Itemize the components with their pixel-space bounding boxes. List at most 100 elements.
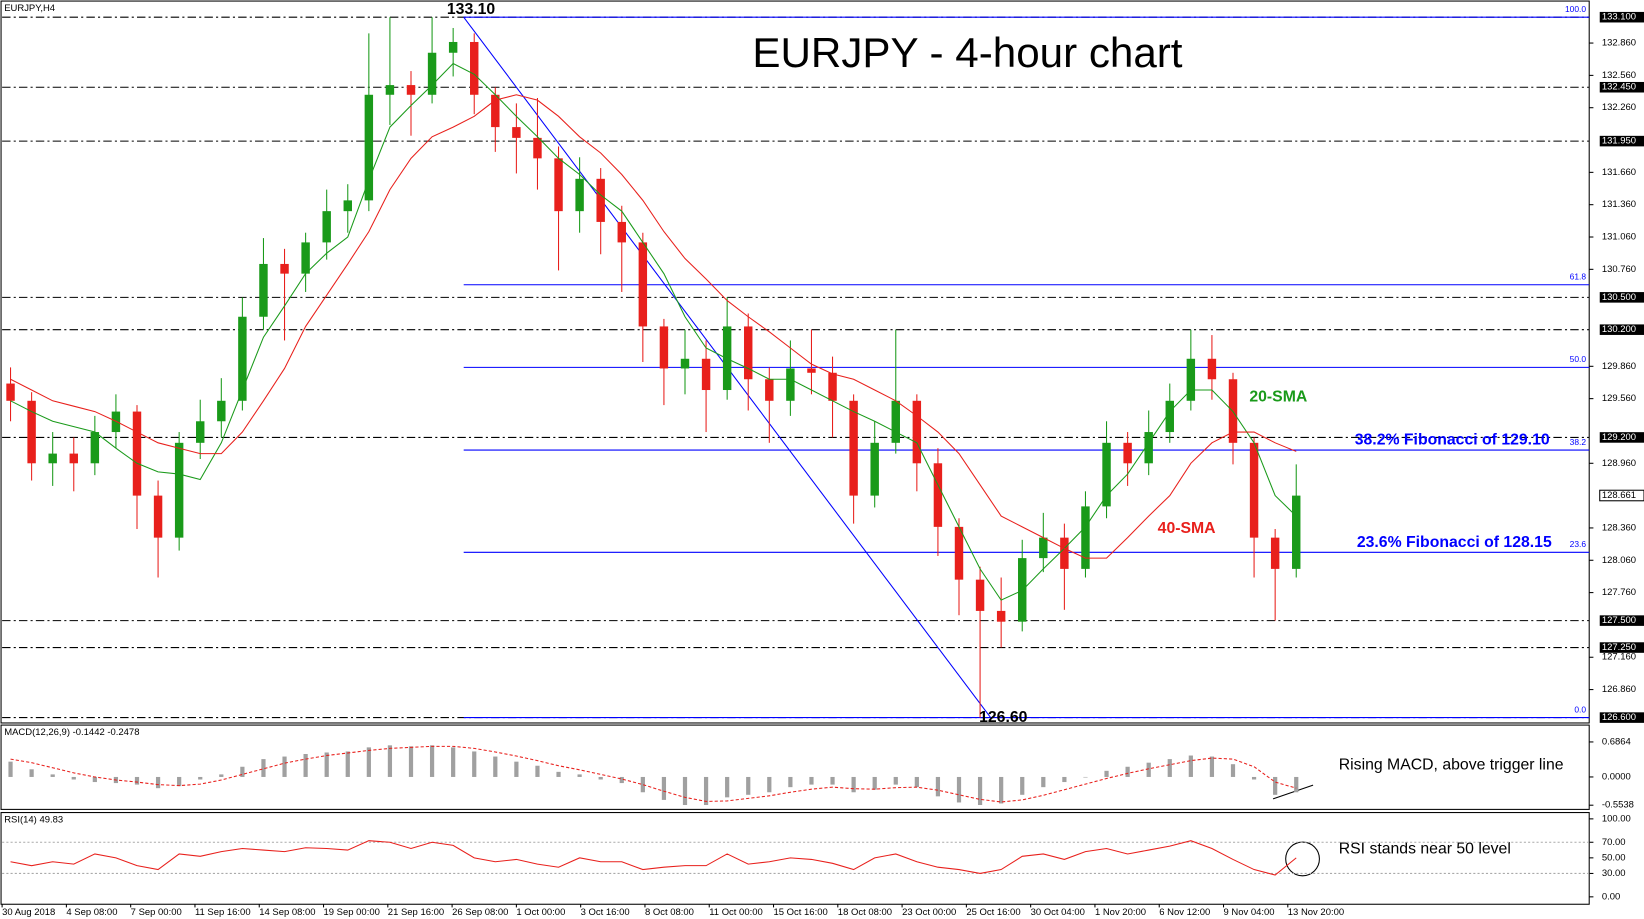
x-tick-label: 1 Oct 00:00 [516, 907, 565, 918]
level-box [1599, 324, 1644, 335]
candle-body [533, 137, 542, 159]
macd-bar [261, 759, 266, 777]
y-tick-label: 100.00 [1602, 813, 1631, 824]
level-label: 131.950 [1602, 136, 1636, 147]
candle-body [343, 200, 352, 212]
level-label: 129.200 [1602, 432, 1636, 443]
macd-bar [619, 776, 624, 784]
candle-body [174, 442, 184, 538]
signal-line [10, 745, 1297, 803]
macd-bar [935, 776, 941, 797]
fibonacci-label: 38.2 [1570, 437, 1587, 447]
macd-bar [1062, 776, 1067, 783]
candle-body [1102, 442, 1111, 507]
macd-bar [1041, 776, 1046, 788]
macd-bar [682, 776, 688, 806]
level-box [1599, 135, 1644, 147]
x-tick-label: 25 Oct 16:00 [966, 907, 1020, 918]
y-tick-label: 129.560 [1602, 393, 1636, 404]
x-tick-label: 21 Sep 16:00 [388, 907, 444, 918]
macd-bar [514, 761, 519, 777]
macd-bar [50, 774, 55, 777]
y-tick-label: 131.360 [1602, 199, 1636, 210]
macd-trend-line [1272, 784, 1314, 800]
macd-bar [1251, 776, 1257, 780]
x-tick-label: 4 Sep 08:00 [66, 907, 117, 918]
macd-annotation: Rising MACD, above trigger line [1339, 756, 1564, 773]
x-tick-label: 11 Sep 16:00 [195, 907, 251, 918]
candle-body [638, 242, 648, 327]
macd-bar [1083, 776, 1088, 778]
candle-body [27, 400, 36, 464]
macd-bar [219, 774, 224, 777]
candle-body [617, 221, 626, 243]
fibonacci-label: 23.6 [1570, 539, 1587, 549]
y-tick-label: 50.00 [1602, 852, 1626, 863]
level-label: 130.200 [1602, 324, 1636, 335]
swing-high-label: 133.10 [447, 1, 496, 18]
macd-bar [1230, 764, 1236, 777]
y-tick-label: -0.5538 [1602, 800, 1634, 811]
fibonacci-annotation: 23.6% Fibonacci of 128.15 [1357, 534, 1552, 551]
last-price-box [1599, 489, 1644, 502]
macd-bar [29, 769, 34, 777]
y-tick-label: 131.660 [1602, 167, 1636, 178]
x-tick-label: 14 Sep 08:00 [259, 907, 315, 918]
y-tick-label: 131.060 [1602, 232, 1636, 243]
candle-body [153, 495, 163, 538]
series-label: 20-SMA [1249, 388, 1307, 405]
rsi-annotation: RSI stands near 50 level [1339, 841, 1511, 858]
y-tick-label: 127.760 [1602, 587, 1636, 598]
macd-bar [92, 776, 97, 783]
x-tick-label: 26 Sep 08:00 [452, 907, 508, 918]
macd-bar [535, 765, 540, 777]
x-tick-label: 18 Oct 08:00 [838, 907, 892, 918]
macd-bar [8, 761, 13, 777]
x-tick-label: 15 Oct 16:00 [774, 907, 828, 918]
y-tick-label: 127.160 [1602, 652, 1636, 663]
macd-bar [999, 776, 1004, 804]
sma-line [10, 94, 1297, 559]
macd-bar [1020, 776, 1025, 795]
candle-body [259, 263, 268, 317]
candle-body [701, 358, 711, 391]
candle-body [1207, 358, 1217, 380]
macd-bar [577, 774, 582, 777]
x-tick-label: 7 Sep 00:00 [131, 907, 182, 918]
price-panel [0, 0, 1590, 724]
candle-body [1270, 537, 1280, 569]
macd-bar [1167, 759, 1172, 777]
macd-bar [1209, 756, 1215, 777]
rsi-label: RSI(14) 49.83 [4, 814, 63, 825]
y-tick-label: 132.260 [1602, 102, 1636, 113]
macd-bar [155, 776, 161, 789]
macd-bar [1146, 762, 1151, 777]
candle-body [280, 263, 289, 274]
symbol-label: EURJPY,H4 [4, 3, 55, 14]
macd-bar [472, 751, 477, 777]
candle-body [1186, 358, 1196, 401]
candle-body [744, 326, 753, 380]
candle-body [807, 368, 816, 373]
rsi-panel [0, 812, 1590, 905]
candle-body [933, 463, 943, 527]
fibonacci-annotation: 38.2% Fibonacci of 129.10 [1355, 432, 1550, 449]
candle-body [448, 41, 458, 53]
candle-body [364, 94, 374, 201]
macd-bar [598, 776, 603, 780]
macd-bar [177, 776, 182, 787]
macd-bar [956, 776, 962, 803]
level-box [1599, 615, 1644, 626]
level-label: 127.500 [1602, 615, 1636, 626]
x-tick-label: 19 Sep 00:00 [324, 907, 380, 918]
macd-bar [1188, 755, 1193, 777]
candle-body [954, 526, 964, 580]
candle-body [659, 326, 669, 369]
last-price-label: 128.661 [1602, 490, 1636, 501]
x-tick-label: 23 Oct 00:00 [902, 907, 956, 918]
macd-bar [788, 776, 793, 788]
y-tick-label: 132.860 [1602, 38, 1636, 49]
fibonacci-label: 100.0 [1565, 4, 1586, 14]
macd-bar [661, 776, 667, 800]
